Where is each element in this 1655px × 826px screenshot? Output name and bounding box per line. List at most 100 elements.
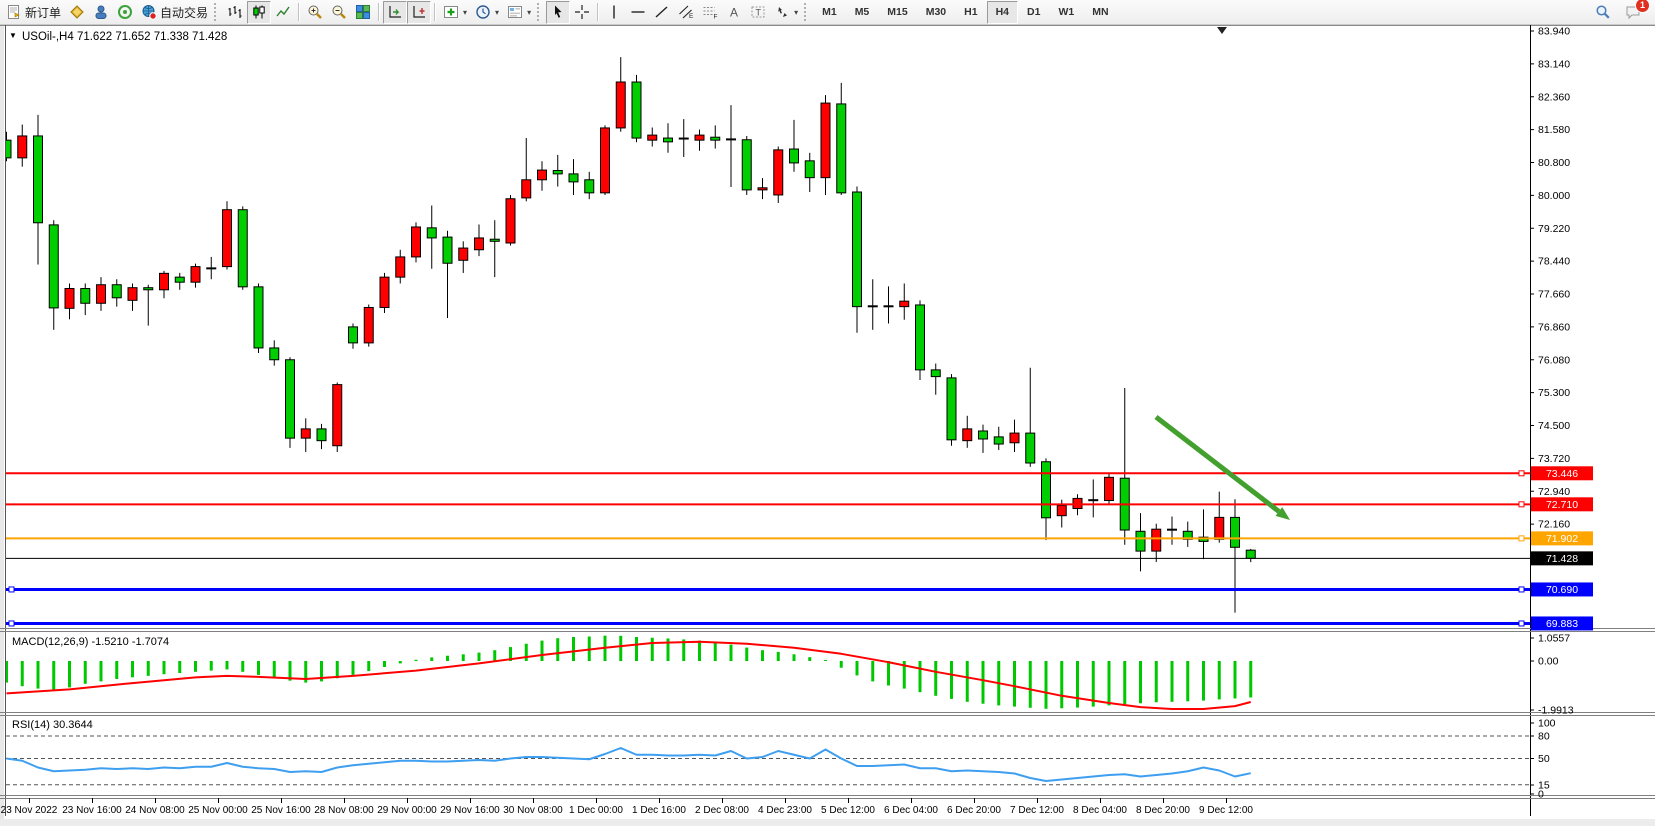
- date-label: 1 Dec 16:00: [632, 805, 686, 816]
- chart-shift-marker[interactable]: [1217, 27, 1227, 34]
- bars-chart-button[interactable]: [223, 1, 247, 24]
- candle-body: [411, 226, 421, 258]
- rsi-label: RSI(14) 30.3644: [12, 719, 93, 731]
- arrows-button[interactable]: ▾: [770, 1, 802, 24]
- vertical-line-button[interactable]: [602, 1, 626, 24]
- tf-W1[interactable]: W1: [1049, 1, 1083, 24]
- line-handle[interactable]: [1518, 620, 1525, 627]
- chart-shift-button[interactable]: [407, 0, 432, 24]
- tile-windows-button[interactable]: [351, 1, 375, 24]
- trend-arrow[interactable]: [1154, 415, 1281, 514]
- price-tick-label: 74.500: [1538, 420, 1570, 432]
- navigator-icon: [95, 5, 107, 19]
- svg-text:F: F: [714, 14, 718, 21]
- macd-signal-line: [6, 640, 1252, 710]
- candles-chart-button[interactable]: [247, 0, 272, 24]
- channel-button[interactable]: E: [674, 1, 698, 24]
- horizontal-line-icon: [631, 11, 645, 13]
- candle-body: [1230, 516, 1240, 548]
- candle-body: [852, 191, 862, 308]
- date-label: 30 Nov 08:00: [503, 805, 563, 816]
- crosshair-button[interactable]: [570, 1, 594, 24]
- timeframe-group: M1 M5 M15 M30 H1 H4 D1 W1 MN: [813, 0, 1117, 24]
- line-handle[interactable]: [1518, 501, 1525, 508]
- candle-body: [883, 305, 894, 308]
- line-handle[interactable]: [1518, 470, 1525, 477]
- trend-arrow-head[interactable]: [1275, 507, 1290, 520]
- tf-M5[interactable]: M5: [846, 1, 879, 24]
- candle-body: [143, 287, 154, 291]
- line-handle[interactable]: [1518, 535, 1525, 542]
- candle-body: [127, 287, 138, 301]
- horizontal-line-button[interactable]: [626, 1, 650, 24]
- candle-body: [442, 236, 453, 264]
- candle-body: [111, 284, 122, 299]
- tf-H1[interactable]: H1: [955, 1, 986, 24]
- candle-body: [600, 127, 610, 194]
- cursor-button[interactable]: [546, 0, 571, 24]
- tf-MN[interactable]: MN: [1083, 1, 1117, 24]
- navigator-button[interactable]: [89, 1, 113, 24]
- price-tick-label: 72.160: [1538, 519, 1570, 531]
- market-watch-button[interactable]: [65, 1, 89, 24]
- candle-body: [332, 384, 343, 447]
- date-label: 6 Dec 20:00: [947, 805, 1001, 816]
- toolbar-separator: [597, 3, 600, 21]
- candle-body: [993, 436, 1004, 445]
- candle-body: [537, 169, 547, 181]
- autotrading-label: 自动交易: [160, 5, 209, 20]
- tf-M30[interactable]: M30: [917, 1, 955, 24]
- price-line-label-text: 69.883: [1546, 618, 1578, 630]
- candle-body: [363, 306, 374, 344]
- templates-button[interactable]: ▾: [503, 1, 535, 24]
- toolbar-separator: [434, 3, 437, 21]
- candle-body: [804, 160, 815, 179]
- line-handle[interactable]: [8, 586, 15, 593]
- price-line-label: [1531, 497, 1593, 512]
- candle-body: [1214, 516, 1225, 540]
- zoom-in-button[interactable]: [303, 1, 327, 24]
- price-line-label-text: 73.446: [1546, 468, 1578, 480]
- zoom-out-button[interactable]: [327, 1, 351, 24]
- bottom-strip: [0, 819, 1655, 826]
- new-order-button[interactable]: 新订单: [2, 1, 65, 24]
- auto-scroll-button[interactable]: [383, 0, 408, 24]
- fibonacci-button[interactable]: F: [698, 1, 722, 24]
- tf-D1[interactable]: D1: [1018, 1, 1049, 24]
- indicators-button[interactable]: ▾: [439, 1, 471, 24]
- tf-H4[interactable]: H4: [986, 0, 1019, 24]
- line-handle[interactable]: [8, 620, 15, 627]
- text-button[interactable]: A: [722, 1, 746, 24]
- data-window-button[interactable]: [113, 1, 137, 24]
- data-window-icon: [118, 5, 133, 19]
- tf-M15[interactable]: M15: [878, 1, 916, 24]
- candle-body: [64, 288, 75, 309]
- cursor-icon: [555, 5, 562, 18]
- indicators-dropdown-caret: ▾: [463, 7, 468, 17]
- date-label: 4 Dec 23:00: [758, 805, 812, 816]
- candle-body: [1104, 476, 1114, 502]
- left-edge: [0, 25, 4, 819]
- text-label-button[interactable]: T: [746, 1, 770, 24]
- line-chart-button[interactable]: [271, 1, 295, 24]
- candle-body: [1056, 505, 1067, 517]
- chart-window: 83.940 83.140 82.360 81.580 80.800 80.000 79.2…: [0, 25, 1655, 826]
- date-label: 1 Dec 00:00: [569, 805, 623, 816]
- candlestick-series[interactable]: [2, 57, 1256, 613]
- line-handle[interactable]: [1518, 586, 1525, 593]
- candle-body: [710, 136, 721, 141]
- autotrading-button[interactable]: 自动交易: [137, 1, 212, 24]
- date-label: 7 Dec 12:00: [1010, 805, 1064, 816]
- search-button[interactable]: [1591, 1, 1615, 24]
- chart-canvas[interactable]: 83.940 83.140 82.360 81.580 80.800 80.000 79.2…: [0, 25, 1655, 826]
- candle-body: [96, 284, 106, 304]
- trendline-button[interactable]: [650, 1, 674, 24]
- candle-body: [300, 428, 311, 439]
- symbol-dropdown-icon[interactable]: ▼: [9, 31, 17, 40]
- chat-button[interactable]: 1: [1621, 0, 1650, 24]
- tf-M1[interactable]: M1: [813, 1, 846, 24]
- candle-body: [474, 237, 484, 251]
- price-tick-label: 76.080: [1538, 354, 1570, 366]
- candle-body: [17, 135, 28, 159]
- periods-button[interactable]: ▾: [471, 1, 503, 24]
